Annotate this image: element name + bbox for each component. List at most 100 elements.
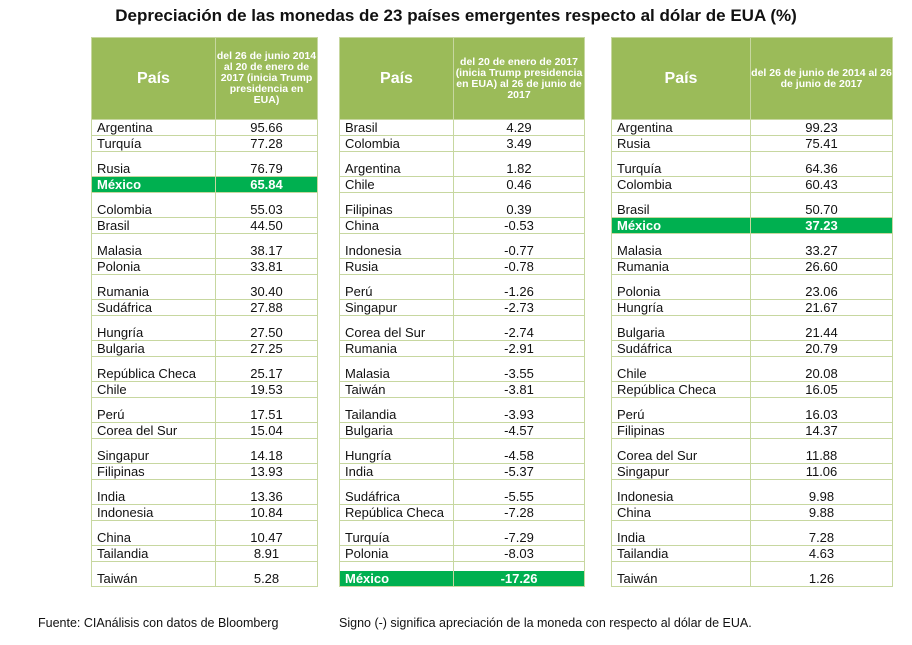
header-country: País (611, 37, 751, 120)
table-row: China 9.88 (611, 504, 893, 521)
country-cell: Turquía (611, 161, 751, 177)
table-row: Chile 19.53 (91, 381, 318, 398)
depreciation-table-2014-2017jan: País del 26 de junio 2014 al 20 de enero… (91, 37, 318, 587)
value-cell: 75.41 (750, 135, 893, 152)
country-cell: Indonesia (91, 504, 216, 521)
spacer-cell (453, 315, 585, 325)
spacer-cell (453, 438, 585, 448)
value-cell: 21.67 (750, 299, 893, 316)
country-cell: Brasil (339, 119, 454, 136)
table-row: Malasia 33.27 (611, 243, 893, 259)
table-row: India -5.37 (339, 463, 585, 480)
table-row: Tailandia 4.63 (611, 545, 893, 562)
country-cell: Perú (611, 407, 751, 423)
table-row: Turquía -7.29 (339, 530, 585, 546)
country-cell: Tailandia (91, 545, 216, 562)
spacer-cell (215, 274, 318, 284)
country-cell: Bulgaria (91, 340, 216, 357)
table-row: Colombia 55.03 (91, 202, 318, 218)
table-row: Singapur 14.18 (91, 448, 318, 464)
value-cell: -4.58 (453, 448, 585, 464)
source-note: Fuente: CIAnálisis con datos de Bloomber… (38, 616, 279, 630)
row-spacer (339, 356, 585, 366)
country-cell: Tailandia (611, 545, 751, 562)
table-row: Sudáfrica -5.55 (339, 489, 585, 505)
row-spacer (339, 233, 585, 243)
spacer-cell (611, 233, 751, 243)
country-cell: Malasia (91, 243, 216, 259)
country-cell: Sudáfrica (339, 489, 454, 505)
value-cell: 17.51 (215, 407, 318, 423)
table-row: Corea del Sur 15.04 (91, 422, 318, 439)
country-cell: Corea del Sur (91, 422, 216, 439)
row-spacer (339, 192, 585, 202)
spacer-cell (91, 192, 216, 202)
country-cell: México (339, 571, 454, 587)
country-cell: Filipinas (339, 202, 454, 218)
country-cell: México (611, 217, 751, 234)
spacer-cell (91, 233, 216, 243)
country-cell: Brasil (91, 217, 216, 234)
value-cell: -2.73 (453, 299, 585, 316)
table-row: Malasia -3.55 (339, 366, 585, 382)
value-cell: 64.36 (750, 161, 893, 177)
row-spacer (611, 438, 893, 448)
country-cell: Taiwán (611, 571, 751, 587)
row-spacer (339, 561, 585, 571)
spacer-cell (339, 438, 454, 448)
table-row: Filipinas 13.93 (91, 463, 318, 480)
table-row: Turquía 77.28 (91, 135, 318, 152)
row-spacer (611, 479, 893, 489)
spacer-cell (453, 233, 585, 243)
spacer-cell (215, 192, 318, 202)
row-spacer (91, 561, 318, 571)
spacer-cell (91, 520, 216, 530)
table-row-highlighted: México 37.23 (611, 217, 893, 234)
spacer-cell (91, 151, 216, 161)
row-spacer (339, 315, 585, 325)
spacer-cell (611, 192, 751, 202)
spacer-cell (750, 233, 893, 243)
country-cell: India (611, 530, 751, 546)
country-cell: Rumania (91, 284, 216, 300)
spacer-cell (215, 233, 318, 243)
spacer-cell (750, 438, 893, 448)
spacer-cell (453, 397, 585, 407)
spacer-cell (611, 356, 751, 366)
value-cell: 4.29 (453, 119, 585, 136)
spacer-cell (91, 356, 216, 366)
spacer-cell (453, 479, 585, 489)
value-cell: 7.28 (750, 530, 893, 546)
spacer-cell (453, 561, 585, 571)
country-cell: México (91, 176, 216, 193)
table-row: Turquía 64.36 (611, 161, 893, 177)
spacer-cell (91, 438, 216, 448)
country-cell: Hungría (91, 325, 216, 341)
table-row: Hungría 21.67 (611, 299, 893, 316)
table-row: Corea del Sur -2.74 (339, 325, 585, 341)
country-cell: Singapur (91, 448, 216, 464)
country-cell: Corea del Sur (339, 325, 454, 341)
country-cell: República Checa (339, 504, 454, 521)
value-cell: 60.43 (750, 176, 893, 193)
country-cell: Filipinas (91, 463, 216, 480)
table-row: China -0.53 (339, 217, 585, 234)
table-row: Hungría -4.58 (339, 448, 585, 464)
row-spacer (91, 151, 318, 161)
value-cell: 1.82 (453, 161, 585, 177)
table-row: Perú -1.26 (339, 284, 585, 300)
table-row: Bulgaria 21.44 (611, 325, 893, 341)
table-row: Polonia 23.06 (611, 284, 893, 300)
country-cell: Argentina (91, 119, 216, 136)
value-cell: -1.26 (453, 284, 585, 300)
table-row: República Checa 25.17 (91, 366, 318, 382)
table-row: Argentina 1.82 (339, 161, 585, 177)
country-cell: Bulgaria (339, 422, 454, 439)
value-cell: 16.03 (750, 407, 893, 423)
value-cell: 27.50 (215, 325, 318, 341)
row-spacer (91, 356, 318, 366)
row-spacer (611, 561, 893, 571)
table-row: Colombia 3.49 (339, 135, 585, 152)
spacer-cell (750, 151, 893, 161)
value-cell: 65.84 (215, 176, 318, 193)
